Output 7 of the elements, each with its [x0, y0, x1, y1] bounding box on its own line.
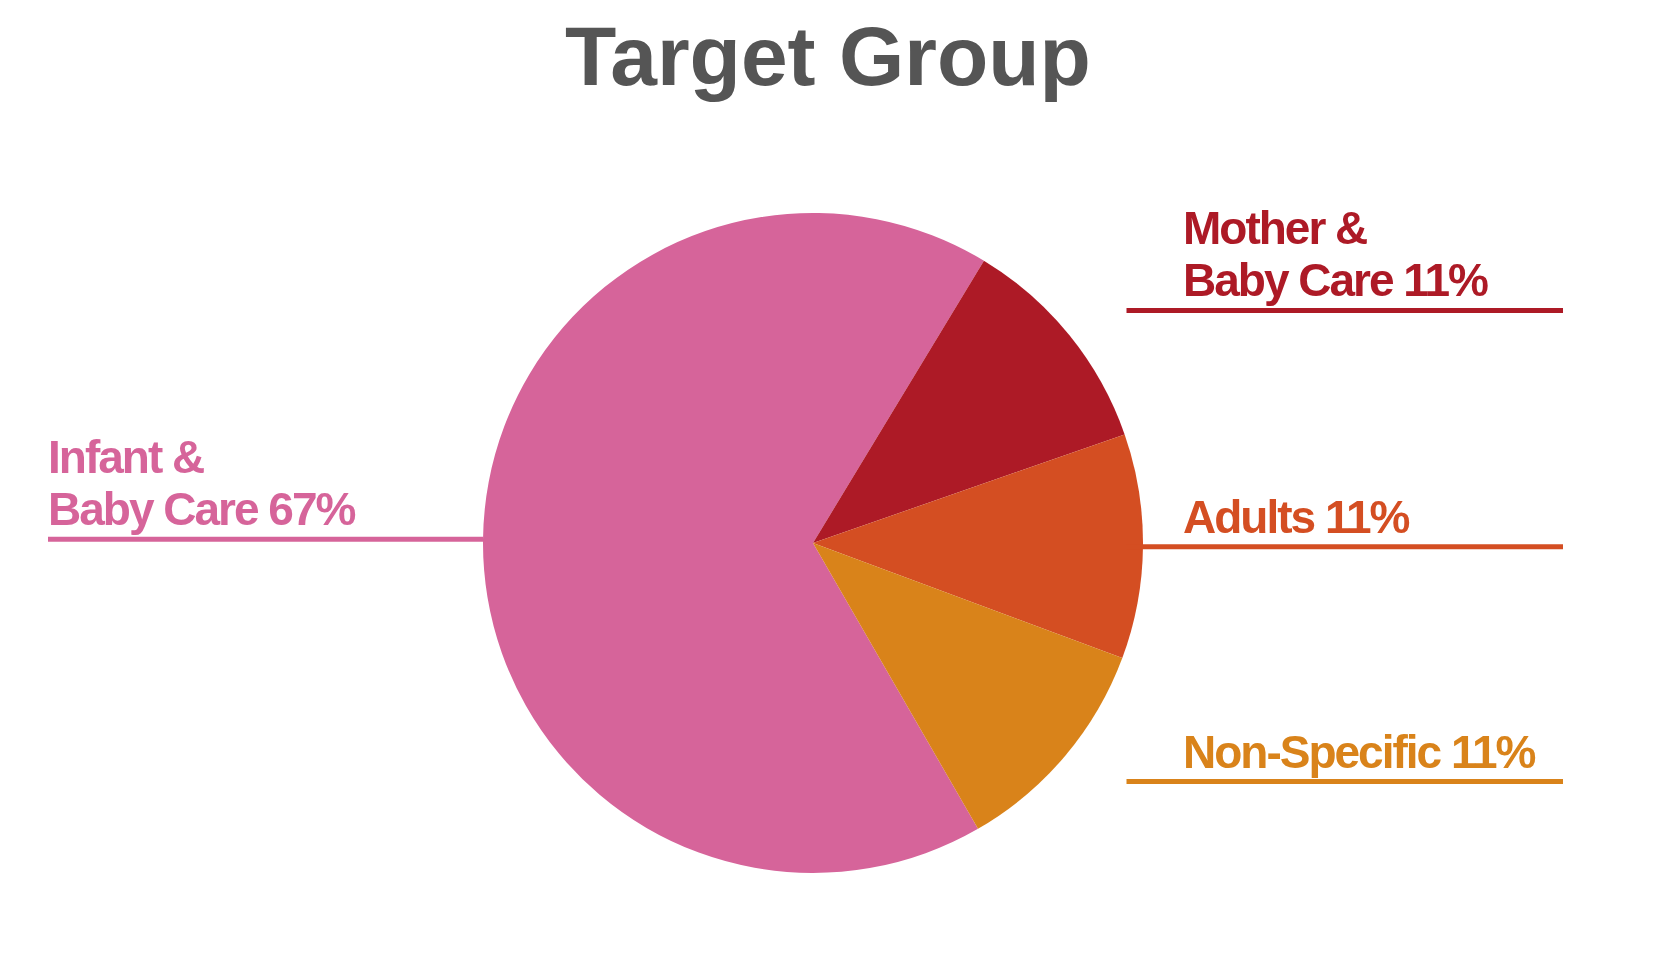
chart-title: Target Group [564, 8, 1092, 105]
slice-label: Adults 11% [1183, 490, 1410, 543]
slice-label: Mother & Baby Care 11% [1183, 202, 1488, 307]
slice-label: Infant & Baby Care 67% [48, 431, 356, 536]
pie-slice [813, 260, 1125, 543]
pie-slice [813, 543, 1123, 829]
slice-label: Non-Specific 11% [1183, 725, 1536, 778]
